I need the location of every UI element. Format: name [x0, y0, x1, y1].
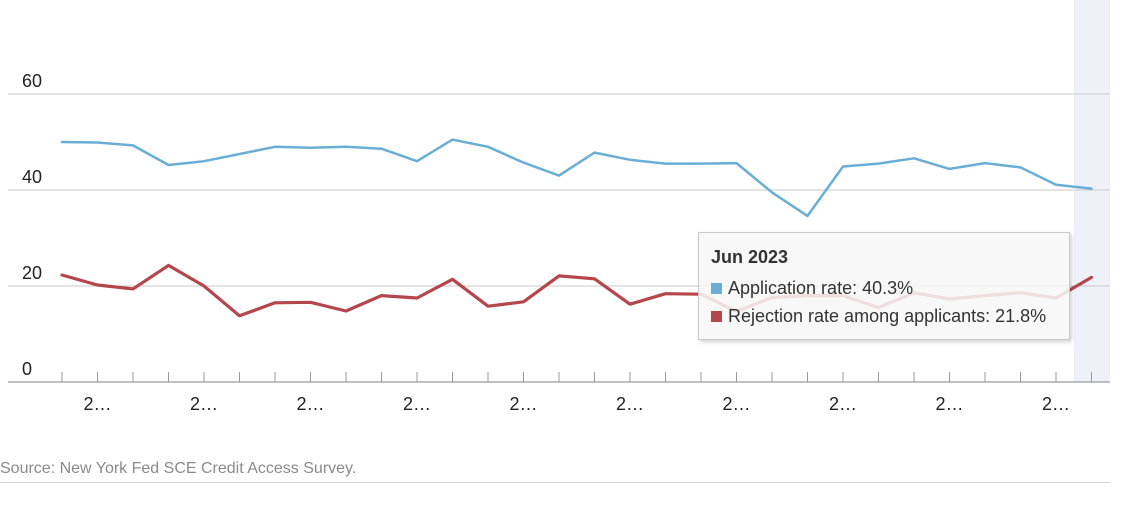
application-rate-point: [878, 163, 880, 165]
application-rate-point: [487, 146, 489, 148]
application-rate-point: [736, 162, 738, 164]
rejection-rate-point: [487, 305, 489, 307]
hover-highlight-band: [1074, 0, 1110, 382]
application-rate-point: [949, 168, 951, 170]
application-rate-point: [665, 163, 667, 165]
application-rate-point: [239, 153, 241, 155]
rejection-rate-point: [523, 301, 525, 303]
application-rate-point: [629, 159, 631, 161]
y-axis-tick-labels: 0 20 40 60: [22, 71, 42, 379]
x-tick-label: 2…: [1042, 394, 1070, 414]
application-rate-point: [771, 192, 773, 194]
x-tick-label: 2…: [190, 394, 218, 414]
rejection-rate-point: [274, 302, 276, 304]
y-tick-label: 60: [22, 71, 42, 91]
application-rate-point: [807, 215, 809, 217]
rejection-rate-point: [168, 265, 170, 267]
y-tick-label: 20: [22, 263, 42, 283]
tooltip-rejection-rate-text: Rejection rate among applicants: 21.8%: [728, 306, 1047, 326]
source-note: Source: New York Fed SCE Credit Access S…: [0, 460, 357, 477]
application-rate-point: [274, 146, 276, 148]
x-tick-label: 2…: [296, 394, 324, 414]
x-tick-label: 2…: [829, 394, 857, 414]
application-rate-point: [132, 145, 134, 147]
rejection-rate-point: [452, 278, 454, 280]
application-rate-point: [558, 175, 560, 177]
rejection-rate-point: [381, 295, 383, 297]
tooltip-row-rejection-rate: Rejection rate among applicants: 21.8%: [711, 302, 1069, 330]
application-rate-point: [523, 162, 525, 164]
application-rate-point: [984, 162, 986, 164]
rejection-rate-point: [416, 297, 418, 299]
x-tick-label: 2…: [722, 394, 750, 414]
application-rate-point: [203, 160, 205, 162]
rejection-rate-point: [310, 302, 312, 304]
x-axis: 2… 2… 2… 2… 2… 2… 2… 2… 2… 2…: [8, 372, 1110, 414]
application-rate-point: [913, 158, 915, 160]
application-rate-point: [842, 166, 844, 168]
application-rate-point: [416, 160, 418, 162]
rejection-rate-point: [132, 288, 134, 290]
application-rate-point: [1091, 188, 1093, 190]
rejection-rate-point: [594, 278, 596, 280]
x-tick-label: 2…: [935, 394, 963, 414]
application-rate-point: [310, 147, 312, 149]
y-tick-label: 40: [22, 167, 42, 187]
x-tick-label: 2…: [83, 394, 111, 414]
rejection-rate-point: [203, 285, 205, 287]
application-rate-point: [1020, 167, 1022, 169]
rejection-rate-point: [665, 293, 667, 295]
x-tick-label: 2…: [509, 394, 537, 414]
rejection-rate-point: [239, 315, 241, 317]
application-rate-point: [1055, 184, 1057, 186]
application-rate-point: [168, 164, 170, 166]
application-rate-point: [61, 141, 63, 143]
application-rate-point: [97, 142, 99, 144]
tooltip-application-rate-text: Application rate: 40.3%: [728, 278, 914, 298]
rejection-rate-swatch: [711, 311, 722, 322]
chart-tooltip: Jun 2023 Application rate: 40.3% Rejecti…: [698, 232, 1070, 340]
rejection-rate-point: [61, 274, 63, 276]
rejection-rate-point: [558, 275, 560, 277]
application-rate-line: [60, 138, 1093, 218]
rejection-rate-point: [1091, 277, 1093, 279]
source-divider: [0, 482, 1110, 483]
application-rate-point: [381, 148, 383, 150]
x-tick-label: 2…: [616, 394, 644, 414]
rejection-rate-point: [97, 284, 99, 286]
application-rate-swatch: [711, 283, 722, 294]
application-rate-point: [594, 152, 596, 154]
rejection-rate-point: [629, 303, 631, 305]
tooltip-row-application-rate: Application rate: 40.3%: [711, 274, 1069, 302]
application-rate-point: [345, 146, 347, 148]
rejection-rate-point: [345, 310, 347, 312]
y-tick-label: 0: [22, 359, 32, 379]
application-rate-point: [700, 163, 702, 165]
x-tick-label: 2…: [403, 394, 431, 414]
application-rate-point: [452, 139, 454, 141]
tooltip-title: Jun 2023: [711, 247, 789, 267]
